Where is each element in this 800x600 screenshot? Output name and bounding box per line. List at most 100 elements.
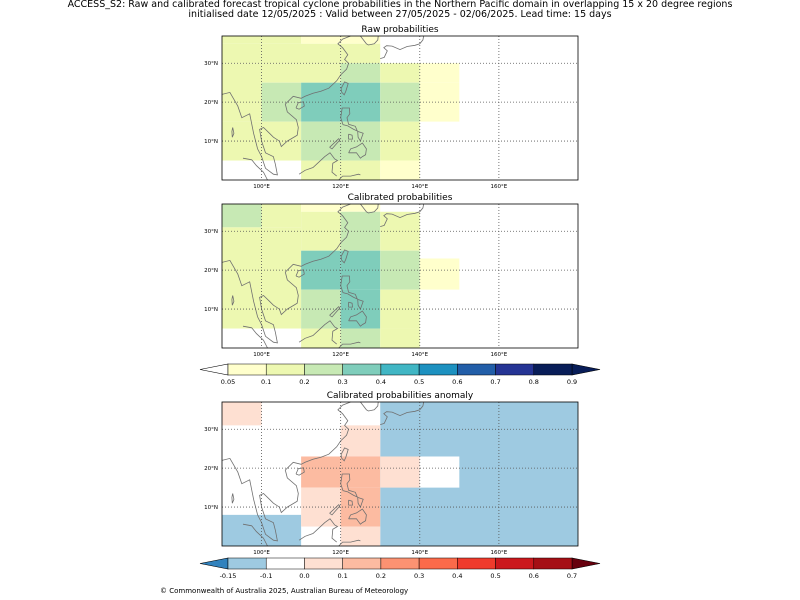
coastline (348, 310, 367, 327)
colorbar-under-extension (199, 363, 229, 376)
colorbar-1: 0.05 0.1 0.2 0.3 0.4 0.5 0.6 0.7 0.8 0.9 (199, 363, 601, 386)
probability-cell (261, 63, 341, 83)
coastline (348, 142, 367, 159)
probability-cell (301, 250, 341, 290)
coastline (231, 295, 235, 306)
colorbar-tick-label: -0.1 (260, 572, 273, 580)
panel-title: Calibrated probabilities anomaly (327, 391, 474, 401)
probability-cell (419, 63, 460, 83)
probability-cell (340, 526, 381, 546)
coastline (295, 269, 305, 278)
colorbar-swatch (380, 557, 420, 570)
coastline (338, 173, 361, 181)
y-tick-label: 30°N (204, 427, 218, 433)
colorbar-swatch (227, 557, 267, 570)
probability-cell (301, 211, 341, 251)
probability-cell (261, 204, 302, 228)
colorbar-swatch (304, 557, 343, 570)
coastline (338, 341, 361, 349)
map-panel-1: Raw probabilities 100°E 120°E 140°E 160°E 10°… (204, 25, 579, 190)
probability-cell (340, 328, 381, 348)
coastline (360, 35, 379, 46)
x-tick-label: 140°E (411, 184, 428, 190)
coastline (380, 203, 425, 227)
x-tick-label: 160°E (491, 184, 508, 190)
coastline (340, 81, 349, 96)
coastline (329, 138, 341, 150)
colorbar-tick-label: 0.4 (452, 572, 462, 580)
figure-title-line1: ACCESS_S2: Raw and calibrated forecast t… (67, 0, 733, 10)
colorbar-swatch (265, 557, 305, 570)
coastline (298, 152, 339, 177)
colorbar-tick-label: 0.0 (299, 572, 309, 580)
panel-title: Raw probabilities (361, 25, 439, 35)
coastline (329, 306, 341, 318)
probability-cell (222, 487, 262, 515)
y-tick-label: 20°N (204, 466, 218, 472)
colorbar-tick-label: -0.15 (220, 572, 237, 580)
coastline (360, 203, 379, 214)
map-panel-2: Calibrated probabilities 100°E 120°E 140°E 1… (204, 193, 579, 358)
probability-cell (380, 328, 420, 348)
coastline (231, 493, 235, 504)
colorbar-tick-label: 0.5 (414, 378, 424, 386)
probability-cell (340, 402, 381, 426)
colorbar-swatch (380, 363, 420, 376)
coastline (348, 133, 353, 140)
probability-cell (301, 487, 341, 527)
colorbar-swatch (495, 557, 535, 570)
probability-cell (380, 63, 420, 83)
map-panel-3: Calibrated probabilities anomaly 100°E 120… (204, 391, 579, 556)
coastline (298, 320, 339, 345)
colorbar-swatch (533, 557, 573, 570)
x-tick-label: 120°E (332, 352, 349, 358)
y-tick-label: 10°N (204, 505, 218, 511)
probability-cell (380, 456, 420, 488)
probability-cell (301, 82, 341, 122)
probability-cell (301, 328, 341, 348)
coastline (242, 325, 268, 349)
y-tick-label: 10°N (204, 307, 218, 313)
colorbar-tick-label: 0.4 (376, 378, 386, 386)
y-tick-label: 20°N (204, 268, 218, 274)
colorbar-tick-label: 0.7 (567, 572, 577, 580)
colorbar-swatch (457, 557, 496, 570)
map-frame (221, 401, 579, 547)
coastline (340, 275, 359, 300)
probability-cell (340, 425, 381, 457)
colorbar-tick-label: 0.2 (299, 378, 309, 386)
colorbar-swatch (495, 363, 535, 376)
colorbar-under-extension (199, 557, 229, 570)
coastline (380, 401, 425, 425)
y-tick-label: 30°N (204, 229, 218, 235)
colorbar-swatch (418, 557, 458, 570)
x-tick-label: 140°E (411, 352, 428, 358)
coastline (340, 447, 349, 462)
copyright-footer: © Commonwealth of Australia 2025, Austra… (160, 587, 409, 595)
colorbar-tick-label: 0.6 (529, 572, 539, 580)
probability-cell (419, 258, 460, 290)
x-tick-label: 100°E (253, 184, 270, 190)
colorbar-tick-label: 0.9 (567, 378, 577, 386)
colorbar-tick-label: 0.05 (221, 378, 235, 386)
coastline (348, 508, 367, 525)
probability-cell (380, 160, 420, 180)
colorbar-tick-label: 0.8 (529, 378, 539, 386)
coastline (380, 35, 425, 59)
map-frame (221, 35, 579, 181)
coastline (298, 518, 339, 543)
coastline (295, 101, 305, 110)
figure-title-line2: initialised date 12/05/2025 : Valid betw… (188, 9, 612, 20)
coastline (340, 473, 359, 498)
probability-cell (419, 456, 460, 488)
x-tick-label: 100°E (253, 352, 270, 358)
colorbar-swatch (265, 363, 305, 376)
panel-title: Calibrated probabilities (348, 193, 453, 203)
probability-cell (261, 43, 341, 64)
x-tick-label: 160°E (491, 352, 508, 358)
x-tick-label: 160°E (491, 550, 508, 556)
coastline (231, 127, 235, 138)
probability-cell (301, 289, 341, 329)
colorbar-tick-label: 0.2 (376, 572, 386, 580)
